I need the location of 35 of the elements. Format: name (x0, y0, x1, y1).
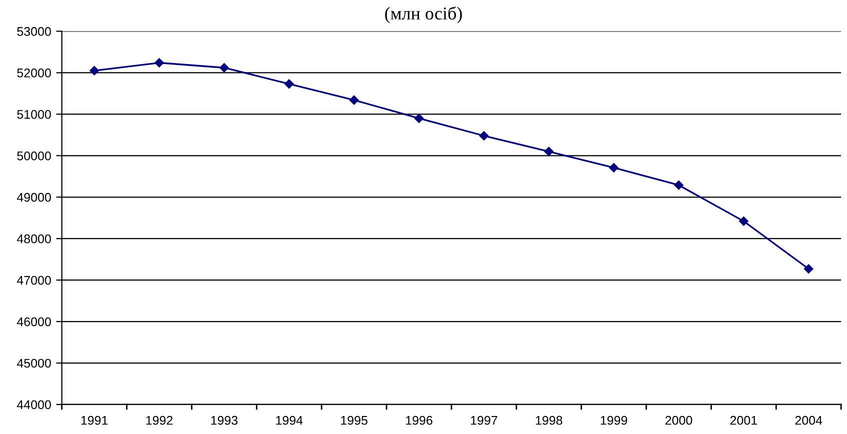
point (349, 95, 359, 105)
chart-title: (млн осіб) (385, 6, 462, 24)
y-tick-label: 48000 (16, 234, 51, 244)
x-tick-label: 1999 (600, 416, 628, 425)
x-tick-label: 1994 (276, 416, 303, 425)
point (674, 180, 684, 190)
x-tick-label: 2004 (795, 416, 822, 425)
x-tick-label: 2001 (730, 416, 757, 425)
point (154, 58, 164, 68)
x-tick-label: 1993 (211, 416, 238, 425)
y-tick-label: 47000 (16, 276, 51, 285)
point (220, 63, 229, 72)
point (284, 79, 294, 89)
point (739, 216, 748, 226)
x-tick-label: 1996 (406, 416, 432, 425)
point (544, 146, 554, 156)
y-tick-label: 51000 (17, 110, 51, 119)
y-tick-label: 49000 (16, 192, 51, 202)
x-tick-label: 1992 (146, 416, 173, 425)
point (609, 163, 618, 172)
y-tick-label: 46000 (16, 317, 51, 326)
x-tick-label: 2000 (665, 416, 692, 425)
x-tick-label: 1991 (81, 416, 108, 425)
point (90, 66, 99, 76)
x-tick-label: 1995 (341, 416, 368, 425)
y-tick-label: 50000 (17, 151, 51, 160)
y-tick-label: 44000 (16, 400, 51, 410)
x-tick-label: 1998 (536, 416, 562, 425)
x-tick-label: 1997 (470, 416, 498, 425)
y-tick-label: 53000 (17, 27, 51, 36)
point (414, 114, 424, 123)
point (804, 264, 814, 274)
y-tick-label: 52000 (17, 68, 51, 78)
y-tick-label: 45000 (16, 358, 51, 368)
point (479, 131, 489, 140)
